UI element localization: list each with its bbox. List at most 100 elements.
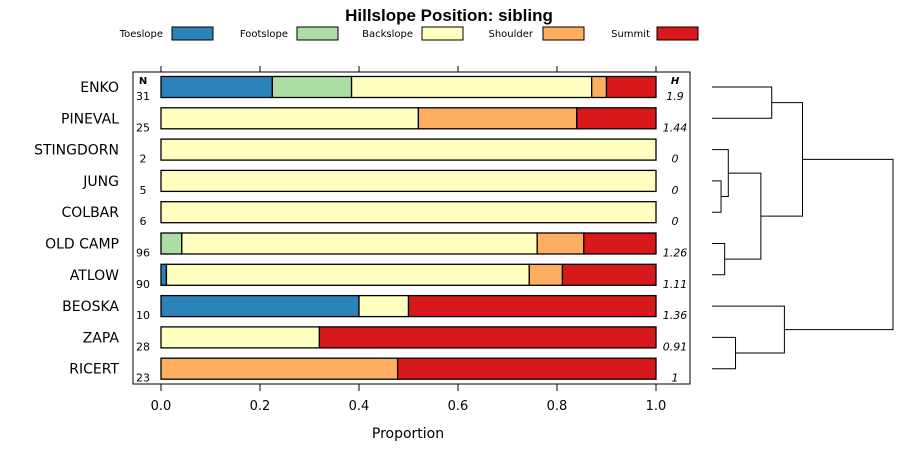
- h-value: 0: [672, 153, 679, 166]
- bar-segment-backslope: [350, 75, 593, 99]
- n-value: 28: [136, 340, 150, 353]
- x-tick-label: 0.2: [250, 399, 271, 414]
- dendrogram-link: [712, 336, 737, 370]
- dendrogram-link: [712, 243, 726, 276]
- bar-segment-summit: [561, 263, 657, 286]
- n-value: 10: [136, 309, 150, 322]
- dendrogram: [712, 86, 894, 370]
- n-value: 2: [140, 153, 147, 166]
- dendrogram-link: [784, 158, 894, 331]
- row-label: RICERT: [69, 362, 119, 378]
- legend-label-toeslope: Toeslope: [119, 29, 163, 40]
- bar-row-jung: JUNG 5 0: [82, 169, 679, 197]
- bar-row-colbar: COLBAR 6 0: [61, 201, 679, 228]
- legend: Toeslope Footslope Backslope Shoulder Summit: [119, 26, 699, 41]
- n-value: 90: [136, 278, 150, 291]
- bar-row-zapa: ZAPA 28 0.91: [83, 326, 688, 353]
- h-value: 1.9: [666, 90, 684, 103]
- h-value: 0.91: [663, 340, 688, 353]
- chart-title: Hillslope Position: sibling: [345, 6, 553, 25]
- bar-row-enko: ENKO 31 1.9: [80, 75, 684, 103]
- h-value: 1.44: [663, 121, 688, 134]
- bar-segment-backslope: [165, 263, 530, 286]
- bar-segment-shoulder: [536, 232, 585, 255]
- legend-swatch-footslope: [296, 26, 339, 41]
- dendrogram-link: [712, 86, 773, 119]
- bar-row-beoska: BEOSKA 10 1.36: [62, 294, 688, 322]
- bar-segment-backslope: [160, 138, 657, 161]
- row-label: COLBAR: [61, 205, 119, 221]
- n-value: 31: [136, 90, 150, 103]
- row-label: ENKO: [80, 80, 119, 96]
- legend-swatch-summit: [656, 26, 699, 41]
- x-tick-label: 0.0: [151, 399, 172, 414]
- bar-segment-backslope: [358, 294, 410, 318]
- bar-row-pineval: PINEVAL 25 1.44: [61, 107, 688, 134]
- legend-swatch-backslope: [421, 26, 464, 41]
- x-axis: 0.0 0.2 0.4 0.6 0.8 1.0: [151, 66, 667, 414]
- bar-segment-summit: [318, 326, 657, 349]
- bar-row-ricert: RICERT 23 1: [69, 357, 679, 385]
- h-value: 0: [672, 215, 679, 228]
- bar-segment-backslope: [181, 232, 538, 255]
- n-value: 6: [140, 215, 147, 228]
- bar-row-atlow: ATLOW 90 1.11: [70, 263, 688, 291]
- row-label: PINEVAL: [61, 111, 119, 127]
- legend-label-backslope: Backslope: [362, 29, 413, 40]
- bar-segment-backslope: [160, 326, 321, 349]
- n-value: 96: [136, 247, 150, 260]
- x-axis-label: Proportion: [372, 426, 444, 442]
- row-label: OLD CAMP: [45, 237, 119, 253]
- bar-segment-summit: [576, 107, 657, 130]
- n-column-header: N: [139, 76, 147, 87]
- bar-segment-toeslope: [160, 294, 360, 318]
- n-value: 25: [136, 121, 150, 134]
- bar-row-old-camp: OLD CAMP 96 1.26: [45, 232, 688, 260]
- bar-segment-backslope: [160, 201, 657, 224]
- n-value: 5: [140, 184, 147, 197]
- h-value: 1.11: [663, 278, 688, 291]
- legend-label-footslope: Footslope: [240, 29, 288, 40]
- bar-segment-summit: [605, 75, 657, 99]
- row-label: JUNG: [82, 174, 119, 190]
- dendrogram-link: [712, 305, 785, 354]
- legend-swatch-toeslope: [171, 26, 214, 41]
- bar-segment-summit: [583, 232, 657, 255]
- x-tick-label: 1.0: [646, 399, 667, 414]
- bar-segment-footslope: [271, 75, 353, 99]
- bar-segment-toeslope: [160, 263, 168, 286]
- h-value: 1.36: [663, 309, 688, 322]
- dendrogram-link: [760, 102, 803, 217]
- row-label: STINGDORN: [34, 143, 119, 159]
- bar-segment-shoulder: [528, 263, 564, 286]
- bar-segment-footslope: [160, 232, 183, 255]
- h-value: 1.26: [663, 247, 688, 260]
- legend-label-summit: Summit: [611, 29, 650, 40]
- bar-segment-toeslope: [160, 75, 274, 99]
- h-value: 0: [672, 184, 679, 197]
- n-value: 23: [136, 372, 150, 385]
- legend-swatch-shoulder: [542, 26, 585, 41]
- bar-segment-backslope: [160, 107, 420, 130]
- dendrogram-link: [712, 180, 722, 213]
- legend-label-shoulder: Shoulder: [488, 29, 533, 40]
- row-label: ATLOW: [70, 268, 119, 284]
- bar-row-stingdorn: STINGDORN 2 0: [34, 138, 679, 166]
- h-column-header: H: [671, 76, 680, 87]
- dendrogram-link: [712, 149, 729, 198]
- dendrogram-link: [724, 172, 762, 260]
- bar-segment-shoulder: [160, 357, 399, 380]
- h-value: 1: [672, 372, 679, 385]
- bar-segment-shoulder: [417, 107, 578, 130]
- bar-segment-summit: [407, 294, 657, 318]
- plot-frame: [132, 71, 691, 385]
- bar-segment-summit: [396, 357, 657, 380]
- row-label: ZAPA: [83, 330, 120, 346]
- bar-segment-shoulder: [591, 75, 608, 99]
- bar-segment-backslope: [160, 169, 657, 193]
- x-tick-label: 0.4: [349, 399, 370, 414]
- row-label: BEOSKA: [62, 299, 119, 315]
- x-tick-label: 0.6: [448, 399, 469, 414]
